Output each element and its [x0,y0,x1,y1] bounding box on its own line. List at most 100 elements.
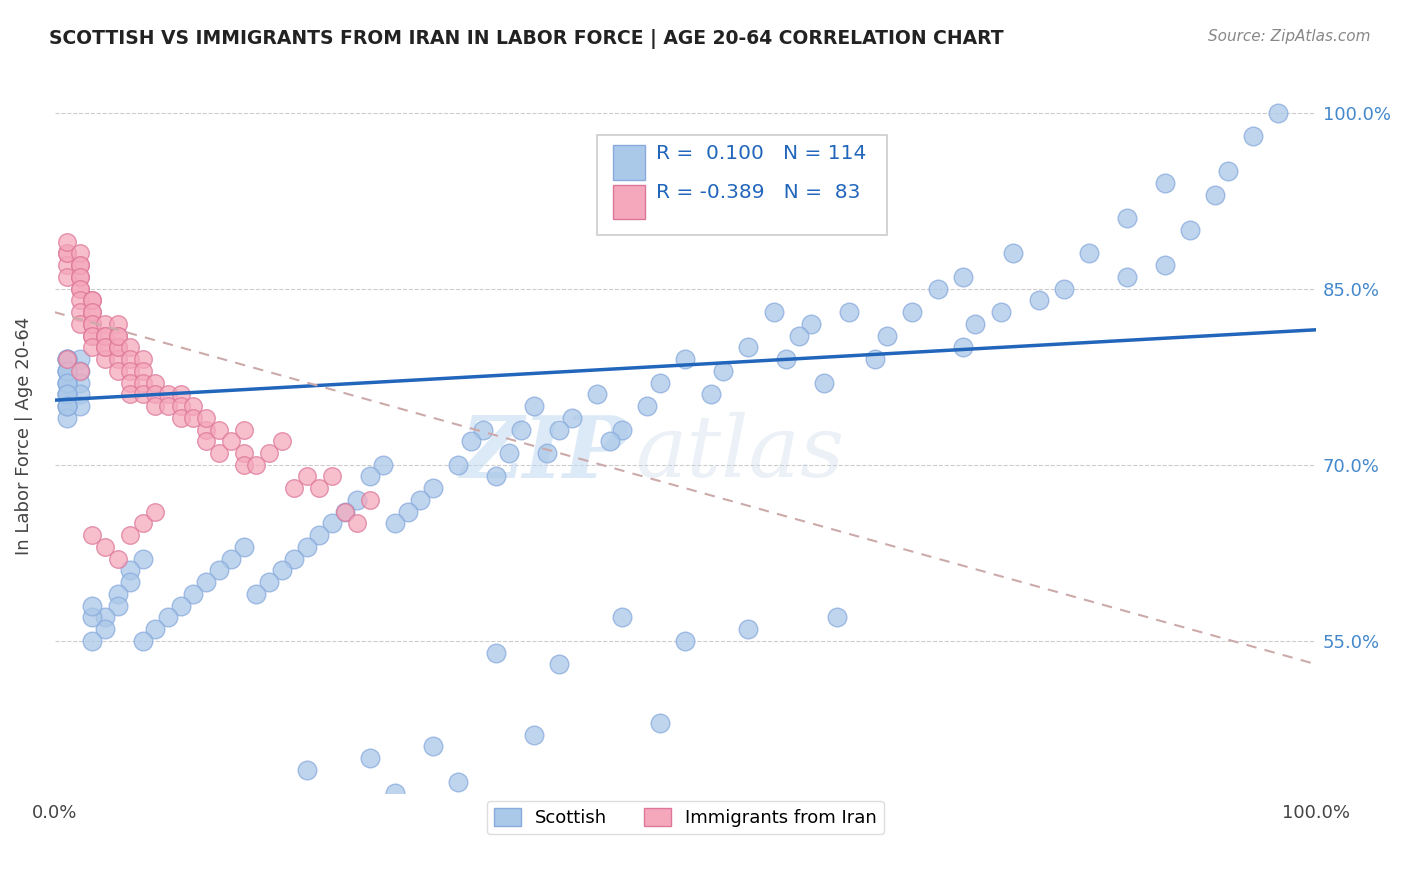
Point [1204,187,1226,202]
Point [257,575,280,590]
Point [447,458,470,472]
Point [56,352,79,367]
Point [952,340,974,354]
Point [69,305,91,319]
Point [132,633,155,648]
Point [56,387,79,401]
Point [359,751,381,765]
Point [94,340,117,354]
Point [447,774,470,789]
FancyBboxPatch shape [613,145,645,180]
Point [69,376,91,390]
Point [56,246,79,260]
Point [737,622,759,636]
Point [359,492,381,507]
Point [107,317,129,331]
Point [1153,176,1175,190]
Point [69,282,91,296]
Point [333,505,356,519]
Point [56,387,79,401]
Point [69,282,91,296]
Point [69,364,91,378]
Point [107,340,129,354]
Point [927,282,949,296]
Point [1216,164,1239,178]
Point [69,269,91,284]
Point [170,599,193,613]
Point [838,305,860,319]
Point [599,434,621,449]
Point [245,587,267,601]
Point [1267,105,1289,120]
Point [460,434,482,449]
Point [673,352,696,367]
Point [1241,129,1264,144]
Point [145,376,167,390]
Point [120,340,142,354]
Point [181,399,204,413]
Point [422,739,444,754]
Point [94,340,117,354]
Point [56,376,79,390]
Point [762,305,785,319]
Point [636,399,658,413]
Point [69,258,91,272]
Point [56,364,79,378]
Point [1115,211,1137,226]
Point [145,622,167,636]
Point [1178,223,1201,237]
Point [120,563,142,577]
Point [952,269,974,284]
Point [107,352,129,367]
Point [94,328,117,343]
Point [548,657,571,672]
Point [232,423,254,437]
Point [396,505,419,519]
Point [523,399,546,413]
Point [181,587,204,601]
Text: R = -0.389   N =  83: R = -0.389 N = 83 [657,184,860,202]
Point [69,399,91,413]
Point [283,551,305,566]
Point [82,633,104,648]
Point [194,423,217,437]
Point [1002,246,1025,260]
Point [295,469,318,483]
FancyBboxPatch shape [598,135,887,235]
Point [586,387,609,401]
Point [94,328,117,343]
Point [194,575,217,590]
Point [321,469,343,483]
Point [69,387,91,401]
Point [775,352,797,367]
Point [346,516,368,531]
Point [485,646,508,660]
Point [257,446,280,460]
Point [69,364,91,378]
Point [333,505,356,519]
Point [56,246,79,260]
Point [94,610,117,624]
Point [69,293,91,308]
Point [120,575,142,590]
Point [219,551,242,566]
Point [56,352,79,367]
Point [990,305,1012,319]
Point [422,481,444,495]
Text: atlas: atlas [636,412,844,495]
Point [207,563,229,577]
Point [612,610,634,624]
Point [283,481,305,495]
Point [94,622,117,636]
Point [346,492,368,507]
Point [56,399,79,413]
Point [82,328,104,343]
Point [170,387,193,401]
Point [711,364,734,378]
Point [194,434,217,449]
Point [536,446,558,460]
Point [825,610,848,624]
Point [295,540,318,554]
Point [612,423,634,437]
Point [863,352,886,367]
